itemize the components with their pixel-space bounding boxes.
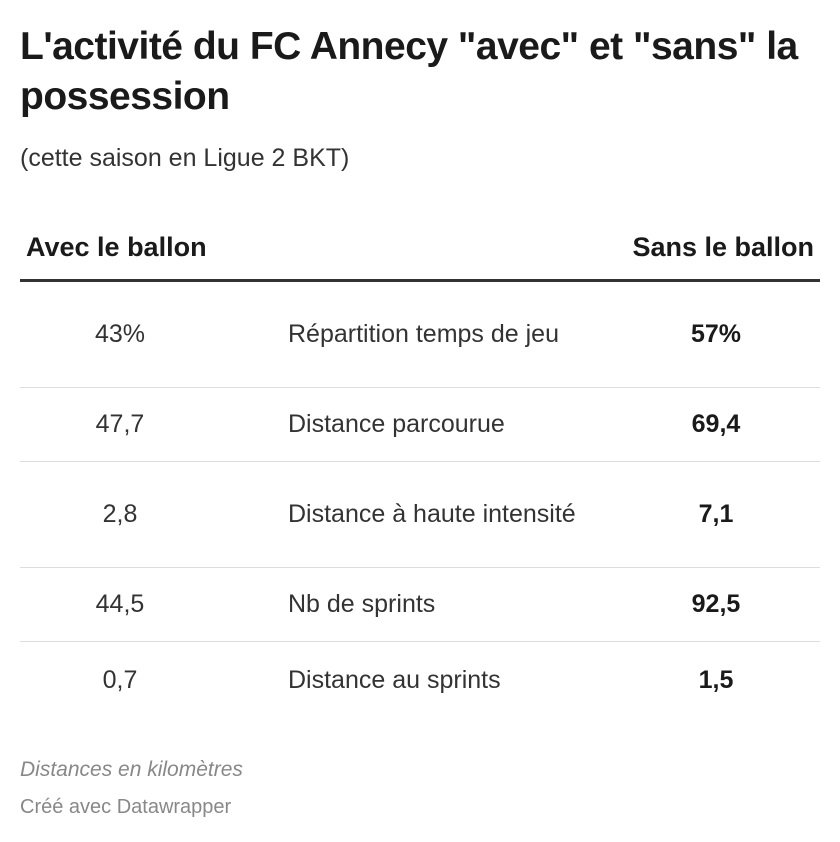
table-row: 47,7 Distance parcourue 69,4 — [20, 388, 820, 462]
cell-metric-label: Distance à haute intensité — [288, 500, 576, 528]
column-header-sans: Sans le ballon — [632, 232, 814, 262]
cell-metric-label: Distance au sprints — [288, 665, 501, 694]
cell-sans-le-ballon: 69,4 — [691, 410, 741, 438]
cell-avec-le-ballon: 47,7 — [95, 410, 145, 438]
table-row: 43% Répartition temps de jeu 57% — [20, 282, 820, 388]
cell-metric-label: Distance parcourue — [288, 410, 505, 438]
credit-link[interactable]: Créé avec Datawrapper — [20, 796, 232, 818]
table-row: 2,8 Distance à haute intensité 7,1 — [20, 462, 820, 568]
cell-avec-le-ballon: 0,7 — [102, 665, 138, 694]
table-notes: Distances en kilomètres — [20, 758, 243, 781]
cell-avec-le-ballon: 43% — [94, 320, 146, 348]
cell-sans-le-ballon: 1,5 — [698, 665, 734, 694]
cell-sans-le-ballon: 57% — [690, 320, 742, 348]
table-body: 43% Répartition temps de jeu 57% 47,7 Distan… — [20, 282, 820, 718]
data-table: Avec le ballon Sans le ballon 43% Réparti… — [20, 224, 820, 718]
cell-sans-le-ballon: 7,1 — [698, 500, 734, 528]
table-row: 0,7 Distance au sprints 1,5 — [20, 642, 820, 718]
chart-subtitle: (cette saison en Ligue 2 BKT) — [20, 144, 350, 172]
cell-sans-le-ballon: 92,5 — [691, 590, 741, 618]
cell-avec-le-ballon: 2,8 — [102, 500, 138, 528]
cell-metric-label: Répartition temps de jeu — [288, 320, 559, 348]
table-row: 44,5 Nb de sprints 92,5 — [20, 568, 820, 642]
column-header-avec: Avec le ballon — [26, 232, 207, 262]
cell-metric-label: Nb de sprints — [288, 590, 436, 618]
table-header: Avec le ballon Sans le ballon — [20, 224, 820, 282]
cell-avec-le-ballon: 44,5 — [95, 590, 145, 618]
chart-title: L'activité du FC Annecy "avec" et "sans"… — [20, 25, 798, 118]
